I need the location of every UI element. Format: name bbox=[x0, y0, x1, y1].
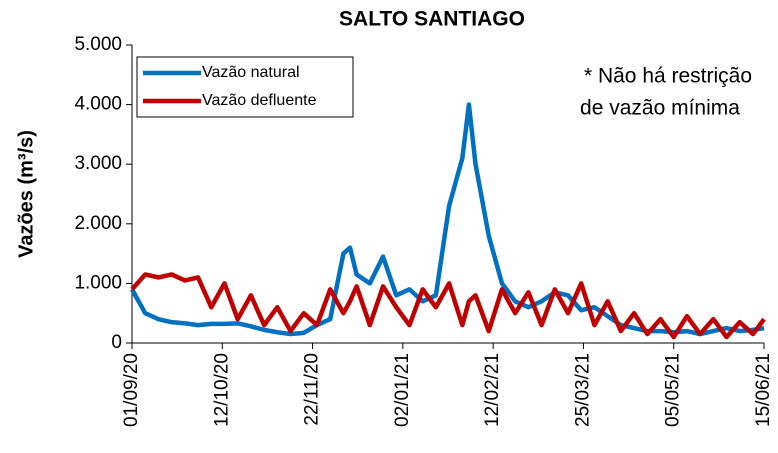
line-series bbox=[130, 272, 766, 340]
y-tick-label: 1.000 bbox=[74, 272, 122, 293]
x-tick-label: 12/02/21 bbox=[482, 353, 503, 427]
y-axis-label: Vazões (m³/s) bbox=[15, 130, 37, 258]
y-tick-label: 5.000 bbox=[74, 34, 122, 55]
x-tick-label: 22/11/20 bbox=[302, 353, 323, 426]
x-tick-label: 12/10/20 bbox=[211, 353, 232, 427]
y-tick-label: 3.000 bbox=[74, 153, 122, 174]
x-tick-label: 02/01/21 bbox=[392, 353, 413, 427]
y-tick-label: 0 bbox=[111, 332, 122, 353]
y-tick-label: 2.000 bbox=[74, 213, 122, 234]
legend-label: Vazão natural bbox=[202, 64, 300, 81]
annotation: * Não há restrição bbox=[584, 65, 752, 88]
x-tick-label: 05/05/21 bbox=[663, 353, 684, 427]
x-tick-label: 25/03/21 bbox=[572, 353, 593, 427]
line-series bbox=[130, 102, 765, 337]
legend-box bbox=[136, 56, 354, 118]
legend-label: Vazão defluente bbox=[202, 92, 317, 109]
x-tick-label: 01/09/20 bbox=[121, 353, 142, 427]
chart-title: SALTO SANTIAGO bbox=[339, 8, 525, 31]
annotation: de vazão mínima bbox=[580, 97, 740, 120]
y-tick-label: 4.000 bbox=[74, 94, 122, 115]
x-tick-label: 15/06/21 bbox=[753, 353, 774, 427]
